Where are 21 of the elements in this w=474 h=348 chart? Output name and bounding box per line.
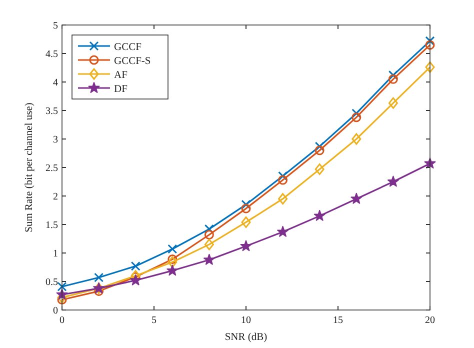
y-tick-label: 2.5 bbox=[46, 163, 58, 174]
legend-label: GCCF-S bbox=[114, 56, 151, 67]
y-tick-label: 1 bbox=[53, 248, 58, 260]
y-tick-label: 0 bbox=[53, 306, 58, 316]
legend-label: DF bbox=[114, 84, 128, 95]
y-tick-label: 5 bbox=[53, 20, 58, 32]
x-tick-label: 15 bbox=[333, 315, 343, 326]
y-tick-label: 2 bbox=[53, 192, 58, 202]
y-tick-label: 1.5 bbox=[46, 220, 58, 231]
x-axis-title: SNR (dB) bbox=[224, 332, 268, 343]
x-tick-label: 5 bbox=[152, 315, 156, 326]
legend-label: GCCF bbox=[114, 42, 142, 53]
y-tick-label: 3.5 bbox=[46, 106, 58, 117]
y-tick-label: 0.5 bbox=[46, 277, 58, 288]
x-tick-label: 10 bbox=[241, 315, 251, 326]
y-tick-label: 4.5 bbox=[46, 49, 58, 60]
y-tick-label: 3 bbox=[53, 134, 58, 146]
y-axis-title: Sum Rate (bit per channel use) bbox=[24, 102, 35, 232]
legend-label: AF bbox=[114, 70, 128, 81]
y-tick-label: 4 bbox=[53, 78, 58, 88]
x-tick-label: 20 bbox=[425, 315, 435, 326]
